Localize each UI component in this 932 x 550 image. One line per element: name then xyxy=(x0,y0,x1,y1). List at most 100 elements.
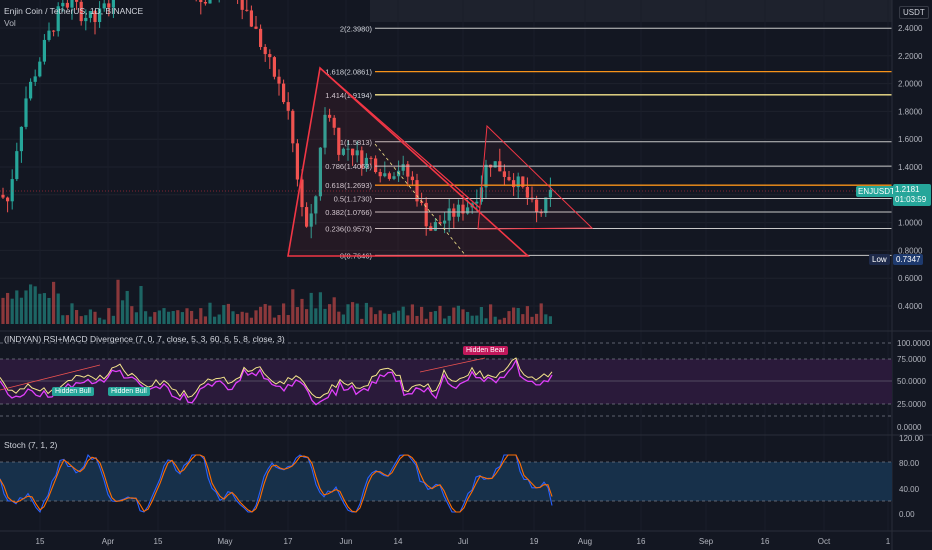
candle xyxy=(291,109,295,153)
volume-bar xyxy=(167,311,171,324)
candle xyxy=(19,126,23,163)
candle xyxy=(424,197,428,236)
volume-bar xyxy=(107,308,111,324)
volume-bar xyxy=(429,311,433,324)
candle xyxy=(240,0,244,20)
time-tick-2: 15 xyxy=(154,537,163,546)
volume-bar xyxy=(208,302,212,324)
candle xyxy=(456,199,460,222)
time-axis[interactable]: 15 Apr 15 May 17 Jun 14 Jul 19 Aug 16 Sep 16 Oct 1 xyxy=(36,537,891,546)
candle xyxy=(65,0,69,10)
last-price-badge: 1.2181 01:03:59 xyxy=(893,184,931,206)
last-price: 1.2181 xyxy=(895,185,920,194)
volume-bar xyxy=(351,302,355,324)
fib-label-6: 0.5(1.1730) xyxy=(334,195,373,204)
candle xyxy=(61,0,65,12)
volume-bar xyxy=(102,319,106,324)
currency-icon[interactable]: USDT xyxy=(899,6,929,19)
volume-bar xyxy=(116,279,120,324)
time-tick-10: 16 xyxy=(637,537,646,546)
small-triangle xyxy=(477,124,594,230)
candle xyxy=(249,5,253,27)
volume-bar xyxy=(397,310,401,324)
volume-bar xyxy=(148,316,152,324)
volume-bar xyxy=(47,297,51,324)
volume-bar xyxy=(530,316,534,324)
fib-label-3: 1(1.5813) xyxy=(340,138,373,147)
candle xyxy=(493,161,497,168)
price-tick-2: 2.0000 xyxy=(898,80,923,89)
candle xyxy=(438,215,442,224)
candle xyxy=(337,127,341,161)
rsi-axis[interactable]: 100.0000 75.0000 50.0000 25.0000 0.0000 xyxy=(897,339,931,432)
stoch-axis[interactable]: 120.00 80.00 40.00 0.00 xyxy=(899,434,924,519)
volume-bar xyxy=(236,314,240,324)
volume-bar xyxy=(38,293,42,324)
price-axis[interactable]: 2.40002.20002.00001.80001.60001.40001.20… xyxy=(898,24,923,311)
volume-bar xyxy=(153,312,157,324)
divergence-line xyxy=(0,364,101,391)
triangle-descending-edge xyxy=(319,67,481,209)
volume-bar xyxy=(1,297,5,324)
volume-bar xyxy=(456,305,460,324)
symbol-title: Enjin Coin / TetherUS, 1D, BINANCE xyxy=(4,6,144,16)
candle xyxy=(318,147,322,201)
volume-bar xyxy=(15,290,19,324)
volume-bar xyxy=(240,311,244,324)
volume-bar xyxy=(392,312,396,324)
volume-bar xyxy=(213,316,217,324)
volume-bar xyxy=(484,318,488,324)
divergence-line xyxy=(419,357,486,373)
stoch-pane[interactable] xyxy=(0,453,892,514)
volume-bar xyxy=(111,315,115,324)
stoch-lines xyxy=(0,453,553,514)
volume-bar xyxy=(378,310,382,324)
candle xyxy=(548,177,552,207)
candle xyxy=(323,107,327,155)
volume-bar xyxy=(226,303,230,324)
volume-bar xyxy=(415,315,419,324)
rsi-pane[interactable] xyxy=(0,342,892,417)
candle xyxy=(387,171,391,181)
volume-bar xyxy=(475,315,479,324)
volume-bar xyxy=(98,317,102,324)
stoch-d-line xyxy=(0,454,553,513)
candle xyxy=(259,24,263,50)
candle xyxy=(374,155,378,174)
candle xyxy=(282,79,286,105)
candle xyxy=(360,146,364,176)
price-tick-4: 1.6000 xyxy=(898,135,923,144)
volume-bar xyxy=(176,310,180,324)
stoch-tick-3: 0.00 xyxy=(899,510,915,519)
fib-label-0: 2(2.3980) xyxy=(340,24,373,33)
volume-bar xyxy=(447,315,451,324)
volume-bar xyxy=(222,305,226,324)
volume-bar xyxy=(286,315,290,324)
volume-bar xyxy=(84,315,88,324)
candle xyxy=(535,195,539,223)
volume-bar xyxy=(521,314,525,324)
time-tick-1: Apr xyxy=(102,537,115,546)
candle xyxy=(364,153,368,172)
volume-bar xyxy=(295,307,299,324)
volume-bar xyxy=(259,306,263,324)
volume-bar xyxy=(548,316,552,324)
price-tick-5: 1.4000 xyxy=(898,163,923,172)
stoch-tick-2: 40.00 xyxy=(899,485,920,494)
candle xyxy=(208,0,212,4)
rsi-signal-line xyxy=(0,358,553,406)
volume-bar xyxy=(254,310,258,324)
volume-bar xyxy=(406,315,410,324)
fib-label-7: 0.382(1.0766) xyxy=(325,208,372,217)
stoch-tick-1: 80.00 xyxy=(899,459,920,468)
volume-bar xyxy=(162,308,166,324)
low-value: 0.7347 xyxy=(893,254,924,265)
fib-label-5: 0.618(1.2693) xyxy=(325,181,372,190)
volume-bar xyxy=(383,313,387,324)
time-tick-14: 1 xyxy=(886,537,891,546)
candle xyxy=(401,155,405,176)
volume-bar xyxy=(360,318,364,324)
candle xyxy=(52,30,56,37)
price-tick-0: 2.4000 xyxy=(898,24,923,33)
